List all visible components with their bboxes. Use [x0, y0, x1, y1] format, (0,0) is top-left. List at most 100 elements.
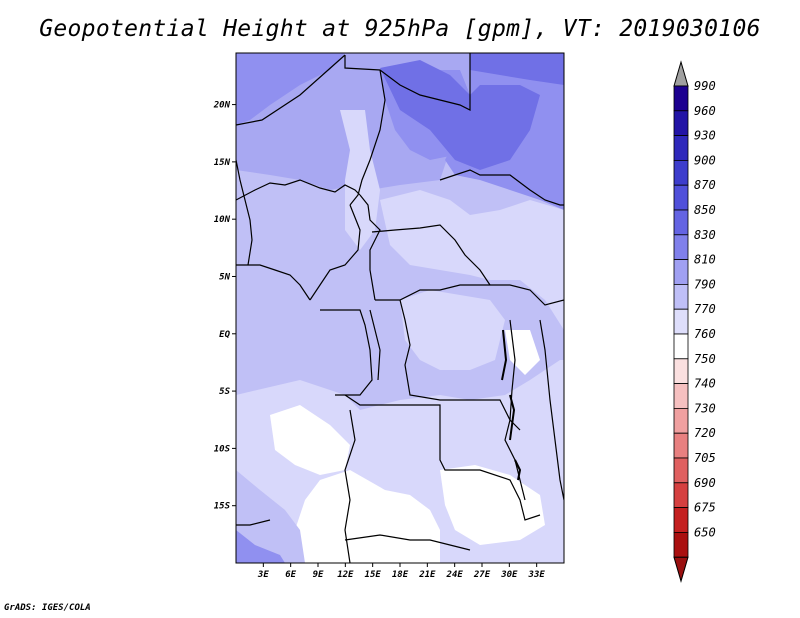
lat-tick-label: 15N [214, 158, 231, 168]
height-region [370, 515, 440, 560]
colorbar-swatch [673, 184, 689, 211]
colorbar-swatch [673, 432, 689, 459]
lake-outline [501, 329, 508, 381]
lat-tick-label: 5S [219, 387, 230, 397]
colorbar-level-label: 690 [694, 476, 716, 490]
country-border [236, 264, 311, 301]
colorbar-swatch [673, 308, 689, 335]
colorbar-level-label: 830 [694, 228, 716, 242]
height-region [236, 470, 305, 563]
lake-outline [514, 459, 522, 481]
height-region [380, 60, 540, 170]
country-border [344, 409, 356, 563]
height-region [236, 53, 345, 125]
lat-tick-label: EQ [219, 330, 230, 340]
map-title: Geopotential Height at 925hPa [gpm], VT:… [39, 16, 761, 42]
colorbar-swatch [673, 283, 689, 310]
height-region [340, 110, 380, 250]
colorbar-swatch [673, 110, 689, 137]
latitude-axis: 20N 15N 10N 5N EQ 5S 10S 15S [213, 101, 236, 512]
lon-tick-label: 9E [313, 570, 324, 580]
country-border [236, 179, 361, 201]
country-border [371, 224, 491, 286]
colorbar-level-label: 960 [694, 104, 716, 118]
colorbar-swatch [673, 135, 689, 161]
colorbar-level-label: 810 [694, 253, 716, 267]
lon-tick-label: 24E [446, 570, 464, 580]
colorbar-swatch [673, 507, 689, 533]
lon-tick-label: 33E [528, 570, 546, 580]
colorbar-swatch [673, 532, 689, 558]
colorbar-swatch [673, 209, 689, 236]
lake-outline [509, 394, 516, 441]
lon-tick-label: 30E [500, 570, 518, 580]
colorbar-swatch [673, 85, 689, 112]
lon-tick-label: 3E [257, 570, 269, 580]
colorbar-swatch [673, 333, 689, 360]
colorbar-level-label: 790 [694, 277, 716, 291]
country-border [344, 394, 541, 521]
colorbar-level-label: 990 [694, 79, 716, 93]
lon-tick-label: 21E [418, 570, 436, 580]
lon-tick-label: 18E [392, 570, 409, 580]
colorbar-level-label: 750 [694, 352, 716, 366]
country-border [236, 54, 346, 126]
country-border [539, 319, 564, 501]
lon-tick-label: 12E [337, 570, 354, 580]
colorbar-level-label: 740 [694, 377, 716, 391]
colorbar-swatch [673, 259, 689, 285]
country-border [344, 534, 471, 551]
colorbar-bottom-arrow [673, 556, 689, 583]
longitude-axis: 3E 6E 9E 12E 15E 18E 21E 24E 27E 30E 33E [257, 563, 545, 580]
country-border [359, 194, 381, 301]
lon-tick-label: 6E [285, 570, 296, 580]
lat-tick-label: 10S [214, 444, 231, 454]
height-region [270, 405, 350, 475]
country-border [439, 169, 564, 206]
lat-tick-label: 15S [214, 502, 231, 512]
lon-tick-label: 15E [365, 570, 382, 580]
lat-tick-label: 10N [214, 215, 231, 225]
country-border [320, 309, 373, 396]
colorbar-swatch [673, 457, 689, 484]
grads-credit: GrADS: IGES/COLA [4, 603, 91, 613]
country-border [375, 284, 564, 306]
colorbar-swatch [673, 159, 689, 186]
country-borders [236, 53, 564, 563]
country-border [399, 299, 521, 431]
colorbar-level-label: 730 [694, 401, 716, 415]
country-border [236, 519, 271, 526]
lat-tick-label: 5N [219, 272, 230, 282]
colorbar-swatch [673, 407, 689, 434]
colorbar-legend: 990 960 930 900 870 850 830 810 790 770 760 750 740 7… [673, 60, 716, 583]
lon-tick-label: 27E [473, 570, 491, 580]
colorbar-swatch [673, 482, 689, 508]
colorbar-swatch [673, 358, 689, 384]
country-border [236, 159, 253, 266]
height-region [440, 465, 545, 545]
colorbar-level-label: 675 [694, 501, 716, 515]
country-border [309, 204, 361, 301]
height-region [505, 330, 540, 375]
colorbar-level-label: 900 [694, 153, 716, 167]
country-border [369, 309, 381, 381]
country-border [344, 53, 471, 111]
colorbar-level-label: 930 [694, 129, 716, 143]
colorbar-swatch [673, 234, 689, 261]
colorbar-level-label: 870 [694, 178, 716, 192]
colorbar-top-arrow [673, 60, 689, 87]
colorbar-level-label: 720 [694, 426, 716, 440]
height-region [400, 290, 505, 370]
map-area: 20N 15N 10N 5N EQ 5S 10S 15S 3E 6E 9E 12E 15E 18E 21E… [213, 52, 565, 580]
height-contour-fills [236, 53, 564, 563]
colorbar-level-label: 850 [694, 203, 716, 217]
height-region [380, 190, 564, 330]
colorbar-level-label: 650 [694, 525, 716, 539]
height-region [470, 53, 564, 85]
country-border [349, 69, 386, 206]
lat-tick-label: 20N [213, 101, 231, 111]
colorbar-swatch [673, 383, 689, 409]
height-region [236, 530, 285, 563]
colorbar-level-label: 760 [694, 327, 716, 341]
